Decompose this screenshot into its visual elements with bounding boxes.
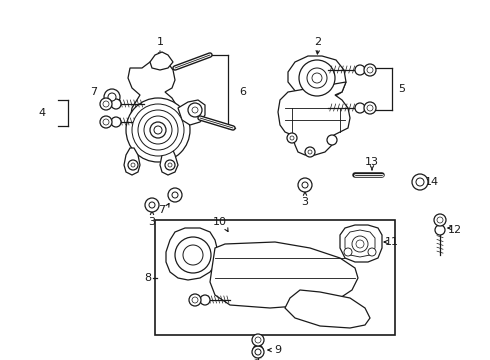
Circle shape bbox=[111, 117, 121, 127]
Bar bbox=[155, 220, 395, 335]
Circle shape bbox=[108, 93, 116, 101]
Polygon shape bbox=[288, 56, 346, 100]
Text: 9: 9 bbox=[274, 345, 282, 355]
Circle shape bbox=[312, 73, 322, 83]
Text: 3: 3 bbox=[301, 197, 309, 207]
Text: 12: 12 bbox=[448, 225, 462, 235]
Polygon shape bbox=[278, 82, 350, 155]
Circle shape bbox=[253, 345, 263, 355]
Circle shape bbox=[189, 294, 201, 306]
Circle shape bbox=[165, 160, 175, 170]
Circle shape bbox=[327, 135, 337, 145]
Circle shape bbox=[100, 98, 112, 110]
Circle shape bbox=[255, 349, 261, 355]
Circle shape bbox=[192, 107, 198, 113]
Text: 2: 2 bbox=[315, 37, 321, 47]
Polygon shape bbox=[210, 242, 358, 308]
Circle shape bbox=[298, 178, 312, 192]
Text: 10: 10 bbox=[213, 217, 227, 227]
Text: 8: 8 bbox=[145, 273, 151, 283]
Circle shape bbox=[183, 245, 203, 265]
Text: 13: 13 bbox=[365, 157, 379, 167]
Circle shape bbox=[144, 116, 172, 144]
Polygon shape bbox=[166, 228, 218, 280]
Circle shape bbox=[132, 104, 184, 156]
Circle shape bbox=[175, 237, 211, 273]
Circle shape bbox=[435, 225, 445, 235]
Circle shape bbox=[252, 346, 264, 358]
Circle shape bbox=[434, 214, 446, 226]
Circle shape bbox=[168, 188, 182, 202]
Circle shape bbox=[126, 98, 190, 162]
Circle shape bbox=[364, 64, 376, 76]
Circle shape bbox=[364, 102, 376, 114]
Circle shape bbox=[154, 126, 162, 134]
Circle shape bbox=[138, 110, 178, 150]
Circle shape bbox=[355, 103, 365, 113]
Circle shape bbox=[305, 147, 315, 157]
Circle shape bbox=[252, 334, 264, 346]
Circle shape bbox=[104, 89, 120, 105]
Text: 7: 7 bbox=[91, 87, 98, 97]
Polygon shape bbox=[285, 290, 370, 328]
Circle shape bbox=[172, 192, 178, 198]
Circle shape bbox=[368, 248, 376, 256]
Circle shape bbox=[367, 67, 373, 73]
Text: 3: 3 bbox=[148, 217, 155, 227]
Circle shape bbox=[150, 122, 166, 138]
Polygon shape bbox=[124, 148, 140, 175]
Circle shape bbox=[200, 295, 210, 305]
Text: 14: 14 bbox=[425, 177, 439, 187]
Circle shape bbox=[149, 202, 155, 208]
Circle shape bbox=[168, 163, 172, 167]
Circle shape bbox=[128, 160, 138, 170]
Circle shape bbox=[103, 101, 109, 107]
Circle shape bbox=[100, 116, 112, 128]
Circle shape bbox=[145, 198, 159, 212]
Circle shape bbox=[412, 174, 428, 190]
Circle shape bbox=[355, 65, 365, 75]
Circle shape bbox=[111, 99, 121, 109]
Text: 4: 4 bbox=[38, 108, 46, 118]
Circle shape bbox=[308, 150, 312, 154]
Circle shape bbox=[131, 163, 135, 167]
Text: 1: 1 bbox=[156, 37, 164, 47]
Circle shape bbox=[103, 119, 109, 125]
Circle shape bbox=[302, 182, 308, 188]
Circle shape bbox=[416, 178, 424, 186]
Text: 6: 6 bbox=[240, 87, 246, 97]
Circle shape bbox=[188, 103, 202, 117]
Polygon shape bbox=[345, 230, 375, 257]
Polygon shape bbox=[340, 225, 382, 262]
Circle shape bbox=[344, 248, 352, 256]
Circle shape bbox=[367, 105, 373, 111]
Circle shape bbox=[307, 68, 327, 88]
Circle shape bbox=[437, 217, 443, 223]
Polygon shape bbox=[178, 100, 205, 125]
Polygon shape bbox=[160, 148, 178, 175]
Text: 11: 11 bbox=[385, 237, 399, 247]
Circle shape bbox=[287, 133, 297, 143]
Circle shape bbox=[290, 136, 294, 140]
Text: 7: 7 bbox=[158, 205, 166, 215]
Text: 5: 5 bbox=[398, 84, 406, 94]
Circle shape bbox=[299, 60, 335, 96]
Polygon shape bbox=[128, 60, 182, 155]
Circle shape bbox=[356, 240, 364, 248]
Circle shape bbox=[352, 236, 368, 252]
Circle shape bbox=[192, 297, 198, 303]
Circle shape bbox=[255, 337, 261, 343]
Polygon shape bbox=[150, 52, 173, 70]
